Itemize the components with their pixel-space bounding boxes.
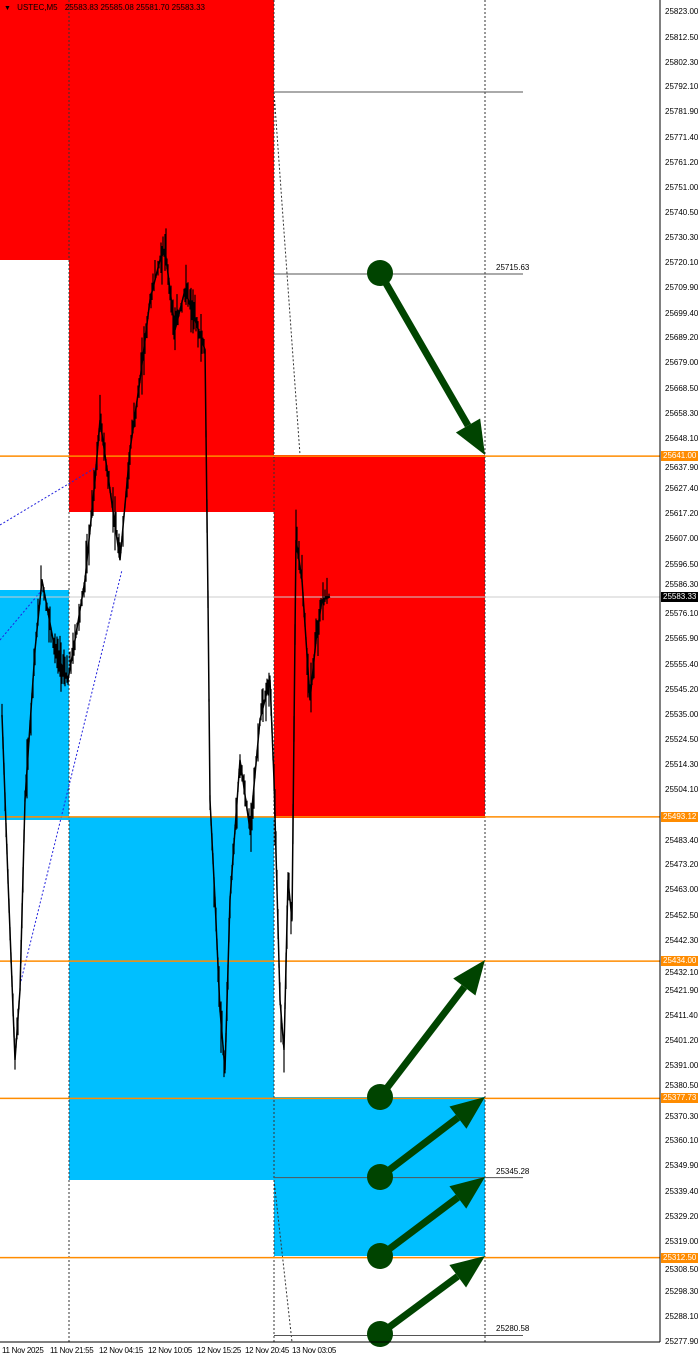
price-tick-label: 25689.20 <box>665 333 699 343</box>
price-tick-label: 25473.20 <box>665 860 699 870</box>
arrow-origin-dot <box>367 1321 393 1347</box>
price-tick-label: 25411.40 <box>665 1011 698 1021</box>
price-tick-label: 25771.40 <box>665 132 699 142</box>
price-tick-label: 25637.90 <box>665 463 699 473</box>
price-tick-label: 25648.10 <box>665 433 699 443</box>
price-tick-label: 25349.90 <box>665 1161 699 1171</box>
price-tick-label: 25586.30 <box>665 580 699 589</box>
price-tick-label: 25329.20 <box>665 1211 699 1221</box>
zigzag-line <box>19 569 123 986</box>
supply-zone <box>274 455 485 818</box>
projection-line <box>273 1179 293 1343</box>
arrow-head-icon <box>449 1177 485 1209</box>
arrow-origin-dot <box>367 1164 393 1190</box>
price-tick-label: 25802.30 <box>665 57 699 67</box>
price-tick-label: 25514.30 <box>665 760 699 770</box>
price-tick-label: 25360.10 <box>665 1136 699 1146</box>
arrow-shaft <box>377 984 468 1100</box>
price-tick-label: 25576.10 <box>665 609 699 619</box>
price-tick-label: 25524.50 <box>665 735 699 745</box>
price-tick-label: 25751.00 <box>665 182 699 192</box>
arrow-head-icon <box>453 960 485 996</box>
symbol-label: USTEC,M5 <box>17 3 58 12</box>
price-tick-label: 25709.90 <box>665 282 699 292</box>
price-tick-label: 25319.00 <box>665 1236 699 1246</box>
price-tick-label: 25730.30 <box>665 233 699 243</box>
price-tick-label: 25720.10 <box>665 258 699 268</box>
price-tick-label: 25308.50 <box>665 1264 699 1274</box>
price-tick-label: 25617.20 <box>665 509 699 519</box>
arrow-origin-dot <box>367 260 393 286</box>
zigzag-line <box>0 464 101 526</box>
price-tick-label: 25740.50 <box>665 208 699 218</box>
arrow-head-icon <box>455 418 485 455</box>
target-line-label: 25715.63 <box>496 262 530 272</box>
price-tick-label: 25339.40 <box>665 1186 699 1196</box>
target-line-label: 25345.28 <box>496 1166 530 1176</box>
price-tick-label: 25627.40 <box>665 484 699 494</box>
price-tick-label: 25668.50 <box>665 383 699 393</box>
price-tick-label: 25792.10 <box>665 82 699 92</box>
time-tick-label: 12 Nov 20:45 <box>245 1346 289 1355</box>
time-tick-label: 12 Nov 04:15 <box>99 1346 143 1355</box>
price-tick-label: 25679.00 <box>665 358 699 368</box>
price-tick-label: 25432.10 <box>665 968 699 978</box>
price-tick-label: 25370.30 <box>665 1111 699 1121</box>
arrow-shaft <box>377 1194 460 1259</box>
price-tick-label: 25545.20 <box>665 684 699 694</box>
time-tick-label: 12 Nov 15:25 <box>197 1346 241 1355</box>
price-tick-label: 25596.50 <box>665 559 699 569</box>
arrow-head-icon <box>449 1256 485 1288</box>
level-price-tag: 25434.00 <box>661 956 699 967</box>
price-tick-label: 25555.40 <box>665 659 699 669</box>
price-tick-label: 25658.30 <box>665 408 699 418</box>
price-tick-label: 25607.00 <box>665 534 699 544</box>
price-tick-label: 25442.30 <box>665 935 699 945</box>
price-tick-label: 25288.10 <box>665 1312 699 1322</box>
ohlc-values: 25583.83 25585.08 25581.70 25583.33 <box>64 3 205 12</box>
price-tick-label: 25781.90 <box>665 107 699 117</box>
price-tick-label: 25565.90 <box>665 634 699 644</box>
price-tick-label: 25535.00 <box>665 709 699 719</box>
price-tick-label: 25761.20 <box>665 157 699 167</box>
level-price-tag: 25377.73 <box>661 1093 699 1104</box>
arrow-shaft <box>377 1273 460 1337</box>
price-line <box>1 247 331 1071</box>
zigzag-line <box>0 589 43 641</box>
price-tick-label: 25298.30 <box>665 1287 699 1297</box>
price-tick-label: 25452.50 <box>665 910 699 920</box>
level-price-tag: 25312.50 <box>661 1252 699 1263</box>
demand-zone <box>0 590 69 820</box>
price-tick-label: 25463.00 <box>665 885 699 895</box>
arrow-shaft <box>376 271 472 428</box>
arrow-shaft <box>377 1114 461 1180</box>
time-tick-label: 11 Nov 21:55 <box>50 1346 94 1355</box>
price-tick-label: 25391.00 <box>665 1061 699 1071</box>
time-tick-label: 13 Nov 03:05 <box>292 1346 336 1355</box>
price-tick-label: 25483.40 <box>665 835 699 845</box>
collapse-triangle-icon[interactable]: ▼ <box>4 5 11 12</box>
time-tick-label: 12 Nov 10:05 <box>148 1346 192 1355</box>
arrow-origin-dot <box>367 1243 393 1269</box>
target-line-label: 25280.58 <box>496 1324 530 1334</box>
level-price-tag: 25641.00 <box>661 451 699 462</box>
level-price-tag: 25493.12 <box>661 811 699 822</box>
price-tick-label: 25699.40 <box>665 308 699 318</box>
price-tick-label: 25380.50 <box>665 1081 699 1091</box>
price-tick-label: 25421.90 <box>665 985 699 995</box>
price-tick-label: 25823.00 <box>665 7 699 16</box>
time-tick-label: 11 Nov 2025 <box>2 1346 44 1355</box>
demand-zone <box>69 817 274 1180</box>
price-tick-label: 25504.10 <box>665 785 699 795</box>
price-tick-label: 25812.50 <box>665 32 699 42</box>
supply-zone <box>0 0 69 260</box>
arrow-origin-dot <box>367 1084 393 1110</box>
price-tick-label: 25277.90 <box>665 1337 699 1346</box>
price-tick-label: 25401.20 <box>665 1036 699 1046</box>
current-price-tag: 25583.33 <box>661 592 699 602</box>
chart-header: ▼ USTEC,M5 25583.83 25585.08 25581.70 25… <box>4 3 205 14</box>
supply-zone <box>69 0 274 512</box>
arrow-head-icon <box>449 1097 485 1129</box>
